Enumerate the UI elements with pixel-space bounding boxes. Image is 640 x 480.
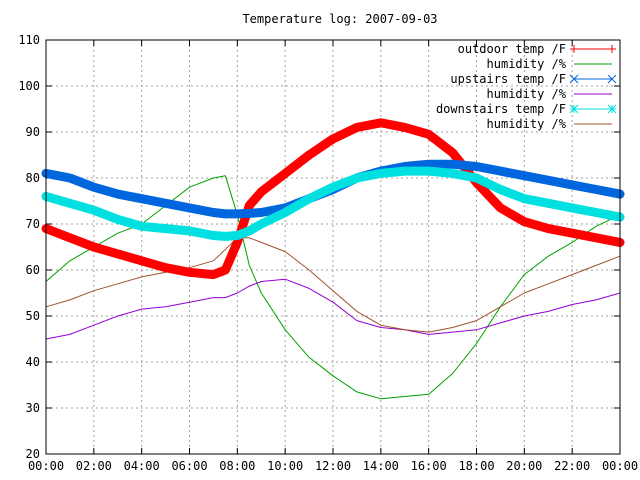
legend-label: humidity /% xyxy=(487,57,567,71)
y-tick-label: 40 xyxy=(26,355,40,369)
series-lines xyxy=(41,118,625,400)
legend-label: upstairs temp /F xyxy=(450,72,566,86)
x-axis-tick-labels: 00:00 02:00 04:00 06:00 08:00 10:00 12:00 14:00… xyxy=(28,459,638,473)
series-line-5 xyxy=(45,237,621,333)
series-line-1 xyxy=(45,175,621,400)
y-tick-label: 80 xyxy=(26,171,40,185)
legend-entry-4: downstairs temp /F xyxy=(436,102,617,116)
x-tick-label: 00:00 xyxy=(28,459,64,473)
legend-entry-5: humidity /% xyxy=(487,117,612,131)
series-line-0 xyxy=(41,118,625,280)
y-tick-label: 30 xyxy=(26,401,40,415)
y-tick-label: 60 xyxy=(26,263,40,277)
x-tick-label: 02:00 xyxy=(76,459,112,473)
y-axis-tick-labels: 20 30 40 50 60 70 80 90 100 110 xyxy=(18,33,40,461)
plot-frame xyxy=(45,39,621,455)
x-tick-label: 18:00 xyxy=(458,459,494,473)
x-tick-label: 16:00 xyxy=(411,459,447,473)
y-tick-label: 90 xyxy=(26,125,40,139)
legend-entry-1: humidity /% xyxy=(487,57,612,71)
series-line-4 xyxy=(41,166,625,241)
y-tick-label: 70 xyxy=(26,217,40,231)
legend-entry-2: upstairs temp /F xyxy=(450,72,617,86)
x-tick-label: 06:00 xyxy=(171,459,207,473)
x-tick-label: 12:00 xyxy=(315,459,351,473)
x-tick-label: 00:00 xyxy=(602,459,638,473)
x-tick-label: 14:00 xyxy=(363,459,399,473)
legend-label: outdoor temp /F xyxy=(458,42,566,56)
legend-entry-0: outdoor temp /F xyxy=(458,42,616,56)
x-tick-label: 10:00 xyxy=(267,459,303,473)
legend-entry-3: humidity /% xyxy=(487,87,612,101)
y-tick-label: 100 xyxy=(18,79,40,93)
x-tick-label: 08:00 xyxy=(219,459,255,473)
y-tick-label: 50 xyxy=(26,309,40,323)
x-tick-label: 22:00 xyxy=(554,459,590,473)
y-tick-label: 110 xyxy=(18,33,40,47)
legend-label: downstairs temp /F xyxy=(436,102,566,116)
x-tick-label: 04:00 xyxy=(124,459,160,473)
y-tick-label: 20 xyxy=(26,447,40,461)
chart-title: Temperature log: 2007-09-03 xyxy=(242,12,437,26)
x-tick-label: 20:00 xyxy=(506,459,542,473)
legend-label: humidity /% xyxy=(487,87,567,101)
series-line-3 xyxy=(45,278,621,340)
legend-label: humidity /% xyxy=(487,117,567,131)
